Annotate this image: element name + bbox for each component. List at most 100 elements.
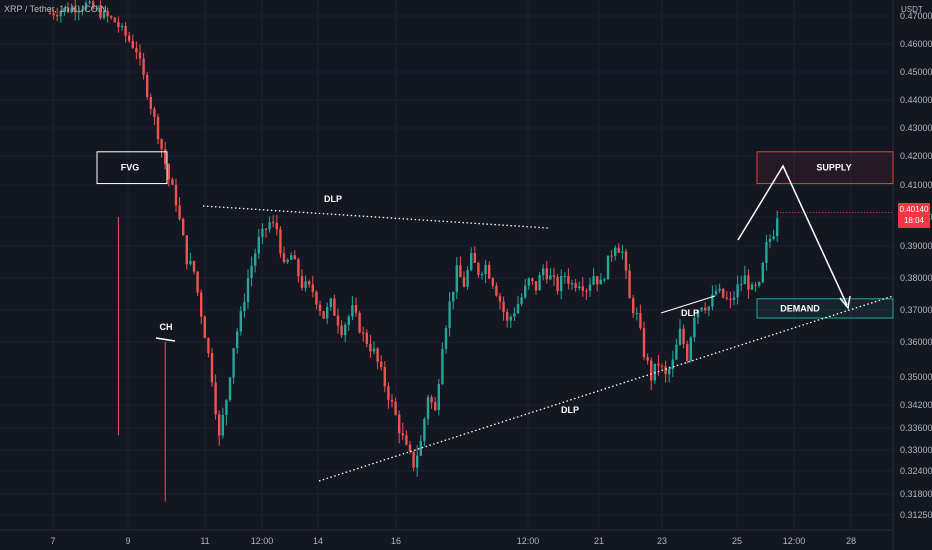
candle-body — [351, 305, 354, 317]
candle-body — [725, 297, 728, 299]
last-price-badge: 0.40140 18:04 — [898, 203, 930, 228]
demand-zone — [756, 298, 894, 319]
dlp-top-line — [202, 205, 549, 229]
x-tick-label: 12:00 — [783, 536, 806, 546]
y-tick-label: 0.33600 — [900, 423, 932, 433]
candle-body — [657, 363, 660, 366]
candle-body — [344, 324, 347, 336]
candle-body — [632, 298, 635, 314]
candle-body — [416, 455, 419, 468]
x-tick-label: 12:00 — [517, 536, 540, 546]
candle-body — [380, 361, 383, 368]
candle-body — [200, 292, 203, 317]
supply-zone — [756, 151, 894, 185]
candle-body — [534, 281, 538, 291]
y-tick-label: 0.33000 — [900, 445, 932, 455]
candle-body — [246, 278, 250, 303]
candle-body — [225, 399, 228, 416]
y-tick-label: 0.44000 — [900, 95, 932, 105]
candle-body — [117, 22, 120, 28]
candle-body — [228, 377, 232, 400]
candle-body — [768, 239, 772, 242]
candle-body — [376, 348, 379, 362]
candle-body — [473, 253, 476, 263]
candle-body — [131, 40, 134, 48]
candle-body — [718, 288, 721, 291]
candle-body — [160, 139, 163, 150]
candle-body — [174, 184, 178, 206]
candle-body — [675, 344, 678, 360]
candle-body — [750, 284, 754, 290]
candle-body — [290, 255, 293, 260]
candle-body — [488, 264, 491, 279]
candle-body — [408, 444, 412, 452]
dlp-small-line — [660, 295, 716, 314]
candle-body — [664, 366, 667, 375]
y-tick-label: 0.37000 — [900, 305, 932, 315]
candle-body — [704, 307, 707, 311]
candle-body — [315, 291, 318, 305]
candle-body — [686, 344, 689, 361]
candle-body — [390, 399, 394, 402]
candle-body — [142, 58, 145, 75]
demand-label: DEMAND — [780, 303, 820, 313]
candle-body — [668, 369, 671, 375]
dlp-bottom-label: DLP — [561, 405, 579, 415]
candle-body — [203, 316, 206, 339]
candle-body — [70, 7, 73, 12]
candle-body — [506, 312, 509, 321]
candle-body — [333, 298, 336, 316]
candle-body — [171, 179, 174, 185]
candle-body — [401, 433, 404, 436]
candle-body — [538, 275, 541, 291]
candle-body — [250, 265, 253, 279]
candle-body — [138, 52, 142, 59]
candle-body — [459, 265, 462, 278]
y-tick-label: 0.39000 — [900, 241, 932, 251]
candle-body — [282, 253, 286, 263]
projection-arrowhead — [839, 295, 851, 310]
candle-body — [765, 241, 768, 263]
candle-body — [59, 11, 62, 17]
symbol-title[interactable]: XRP / Tether, 1h KUCOIN — [4, 4, 107, 14]
candle-body — [297, 259, 300, 277]
candle-body — [207, 338, 210, 354]
candle-body — [185, 235, 188, 265]
candle-body — [88, 1, 91, 3]
candle-body — [74, 7, 77, 13]
candle-body — [412, 451, 415, 468]
candle-body — [369, 343, 372, 352]
candle-body — [358, 312, 361, 333]
fvg-label: FVG — [121, 163, 140, 173]
y-tick-label: 0.41000 — [900, 180, 932, 190]
candle-body — [300, 276, 304, 288]
candle-body — [437, 383, 440, 411]
candle-body — [156, 116, 160, 140]
candle-body — [182, 219, 185, 236]
candle-body — [153, 108, 156, 117]
supply-label: SUPPLY — [816, 163, 851, 173]
candle-body — [617, 247, 620, 253]
dlp-top-label: DLP — [324, 194, 342, 204]
y-tick-label: 0.46000 — [900, 39, 932, 49]
candle-body — [588, 284, 592, 291]
candle-body — [81, 9, 84, 11]
candle-body — [624, 251, 628, 271]
candle-body — [491, 278, 494, 286]
last-price-value: 0.40140 — [899, 205, 929, 214]
candle-body — [758, 282, 761, 286]
candle-body — [747, 275, 750, 290]
candle-body — [531, 278, 534, 282]
candle-body — [516, 304, 520, 314]
candle-body — [84, 2, 88, 10]
candle-body — [772, 236, 775, 240]
candle-body — [279, 229, 282, 254]
candle-body — [470, 253, 473, 270]
candle-body — [452, 291, 455, 302]
candle-body — [484, 264, 487, 275]
x-tick-label: 9 — [125, 536, 130, 546]
candle-body — [700, 307, 703, 311]
candle-body — [740, 284, 743, 286]
candle-body — [336, 315, 340, 326]
